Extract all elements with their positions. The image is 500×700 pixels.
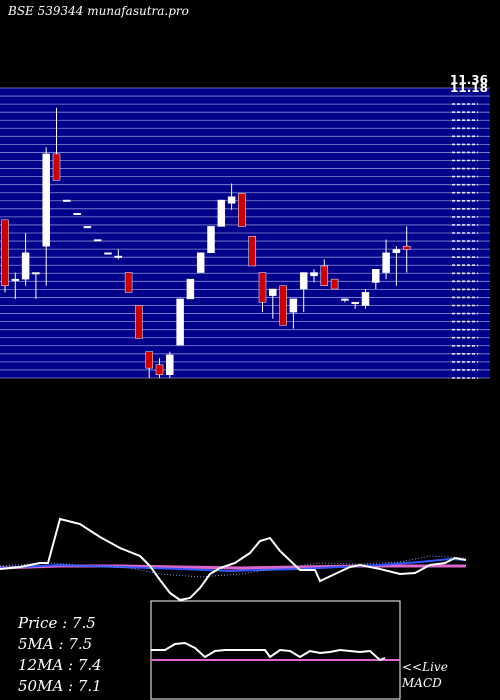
candle-down xyxy=(248,236,256,267)
chart-header-title: BSE 539344 munafasutra.pro xyxy=(8,4,189,18)
candle-up xyxy=(104,252,112,255)
macd-panel-frame xyxy=(150,600,401,700)
candle-up xyxy=(382,252,390,273)
macd-name-label: MACD xyxy=(402,676,442,690)
ma-blue-line xyxy=(0,557,467,573)
price-axis-top-label: 11.36 xyxy=(450,73,488,87)
candle-up xyxy=(176,298,184,346)
price-axis-second-label: 11.18 xyxy=(450,81,488,95)
candle-up xyxy=(207,226,215,254)
candle-up xyxy=(21,252,30,280)
candle-down xyxy=(402,245,411,250)
candle-up xyxy=(217,199,226,227)
price-white-line xyxy=(0,517,467,602)
candle-up xyxy=(299,272,308,290)
candle-down xyxy=(155,364,164,375)
candle-up xyxy=(166,354,174,375)
candle-up xyxy=(310,272,318,277)
candle-up xyxy=(63,199,71,202)
candle-up xyxy=(361,292,370,306)
candle-up xyxy=(196,252,205,273)
candle-up xyxy=(114,255,123,258)
candle-up xyxy=(227,196,236,204)
stat-5ma: 5MA : 7.5 xyxy=(18,635,93,653)
candle-up xyxy=(392,249,401,254)
price-axis-ticks xyxy=(452,103,478,379)
candle-up xyxy=(73,212,81,215)
stat-50ma: 50MA : 7.1 xyxy=(18,677,102,695)
candlestick-series xyxy=(1,107,411,378)
candle-up xyxy=(83,226,92,229)
candle-up xyxy=(341,298,349,301)
candle-up xyxy=(372,269,380,283)
candle-up xyxy=(269,288,277,296)
candle-up xyxy=(289,298,298,313)
candle-up xyxy=(93,239,102,242)
candle-down xyxy=(1,219,9,286)
candle-down xyxy=(258,272,267,303)
price-gridlines xyxy=(0,87,490,379)
macd-live-label: <<Live xyxy=(402,660,448,674)
candle-up xyxy=(32,272,40,275)
stat-price: Price : 7.5 xyxy=(18,614,96,632)
indicator-panel xyxy=(0,517,467,602)
candle-down xyxy=(238,193,246,227)
candle-down xyxy=(279,285,287,326)
ma-dotted-line xyxy=(0,555,467,578)
macd-line xyxy=(151,641,386,662)
candle-up xyxy=(351,301,359,304)
candle-up xyxy=(186,278,195,300)
candle-down xyxy=(330,278,339,290)
candle-down xyxy=(52,153,61,181)
candle-down xyxy=(124,272,133,293)
price-panel: 11.36 11.18 xyxy=(0,73,490,379)
stat-12ma: 12MA : 7.4 xyxy=(18,656,102,674)
candle-down xyxy=(320,265,329,286)
candle-down xyxy=(135,305,143,339)
candle-up xyxy=(42,153,50,247)
candle-up xyxy=(11,278,20,281)
candle-down xyxy=(145,351,153,369)
macd-panel xyxy=(150,600,401,700)
